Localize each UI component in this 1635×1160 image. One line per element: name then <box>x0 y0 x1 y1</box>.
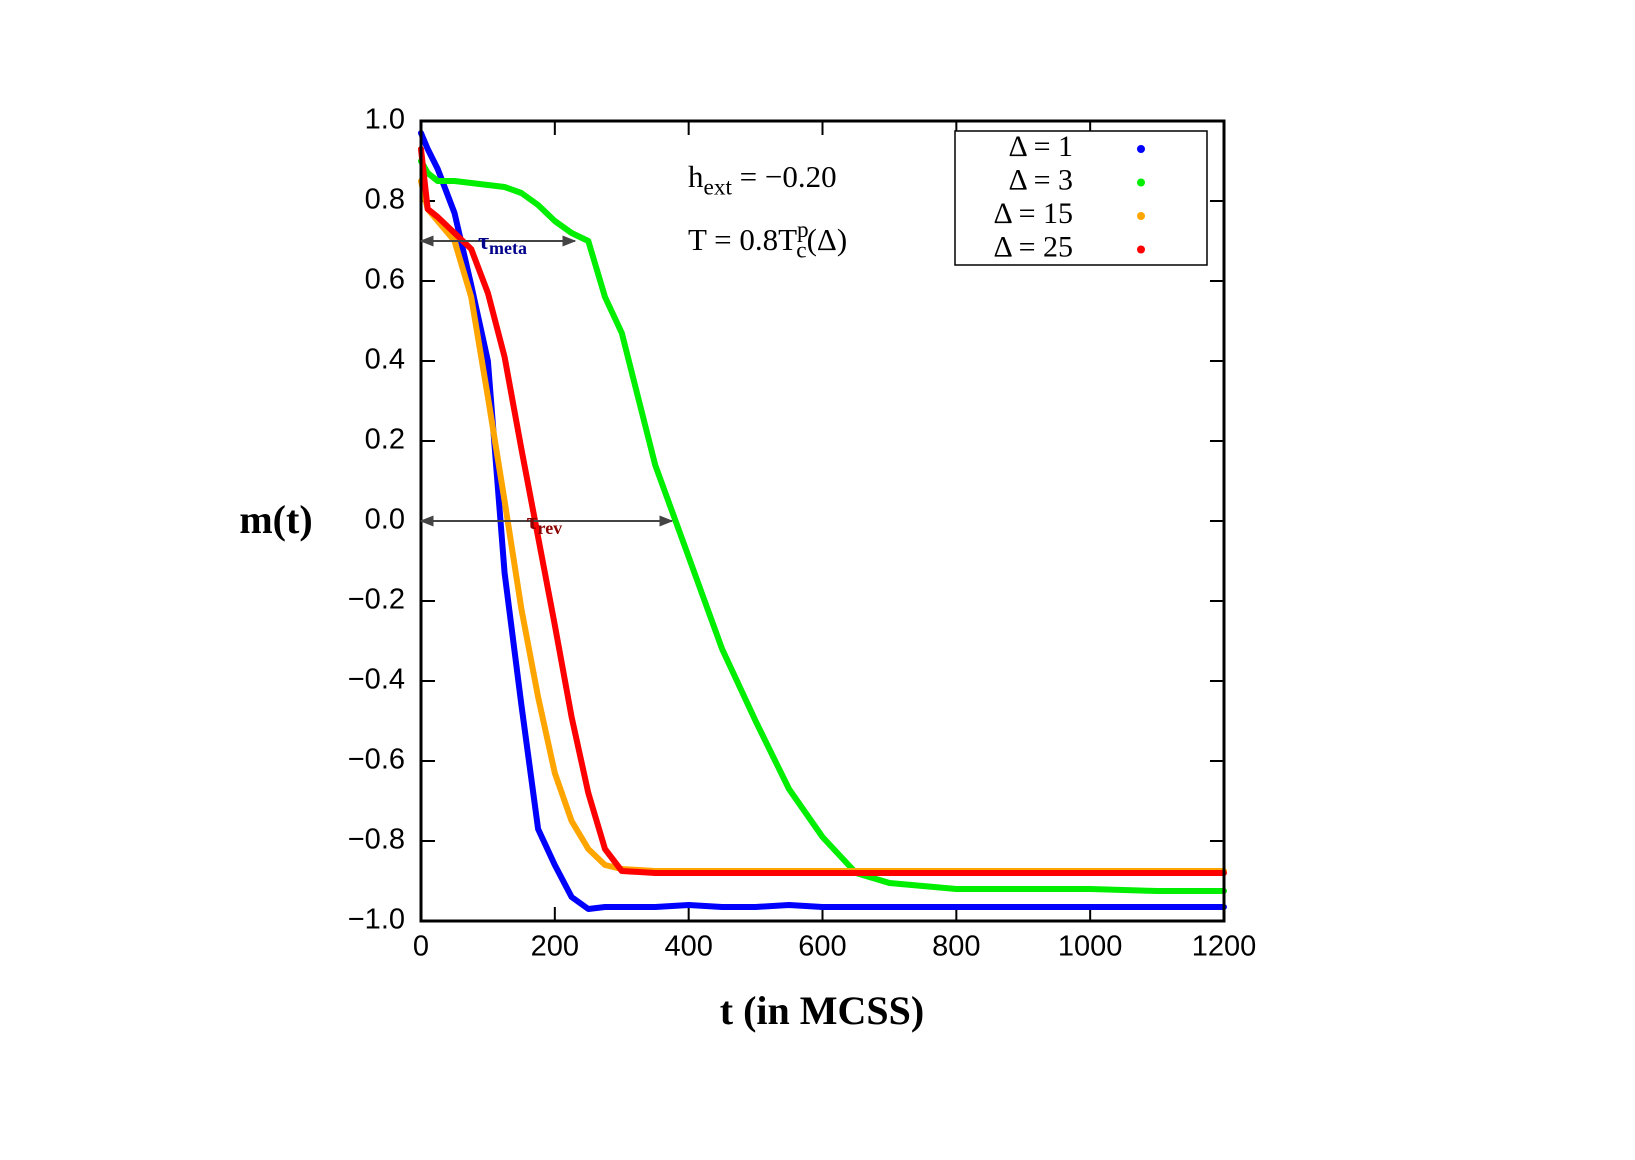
y-tick-label: −0.2 <box>348 584 405 616</box>
y-tick-label: 0.6 <box>365 264 405 296</box>
y-tick-label: −0.6 <box>348 744 405 776</box>
y-axis-label: m(t) <box>239 497 312 542</box>
annotation: hext = −0.20 <box>688 159 837 201</box>
x-tick-label: 0 <box>413 931 429 963</box>
text-part: rev <box>538 518 563 538</box>
text-part: p <box>797 217 809 243</box>
x-tick-label: 600 <box>798 931 846 963</box>
arrow-label: τmeta <box>478 229 527 259</box>
y-tick-label: −1.0 <box>348 904 405 936</box>
text-part: τ <box>478 229 489 255</box>
y-tick-label: 0.2 <box>365 424 405 456</box>
text-part: ext <box>704 175 733 201</box>
legend-label: Δ = 1 <box>1008 130 1073 163</box>
x-tick-label: 400 <box>664 931 712 963</box>
text-part: c <box>796 238 806 264</box>
legend-label: Δ = 15 <box>993 197 1073 230</box>
annotation: T = 0.8Tp c(Δ) <box>688 217 847 263</box>
text-part: T = 0.8T <box>688 222 797 257</box>
legend-label: Δ = 3 <box>1008 163 1073 196</box>
legend-marker <box>1137 245 1145 254</box>
text-part: τ <box>526 509 537 535</box>
text-part: h <box>688 159 704 194</box>
legend-label: Δ = 25 <box>993 230 1073 263</box>
y-tick-label: 0.8 <box>365 184 405 216</box>
x-axis-label: t (in MCSS) <box>720 988 924 1033</box>
text-part: = −0.20 <box>732 159 837 194</box>
y-tick-label: 0.0 <box>365 504 405 536</box>
arrow-label: τrev <box>526 509 562 539</box>
data-line <box>418 158 1227 894</box>
text-part: (Δ) <box>807 222 848 257</box>
y-tick-label: −0.4 <box>348 664 405 696</box>
y-tick-label: −0.8 <box>348 824 405 856</box>
legend-marker <box>1137 145 1145 153</box>
y-tick-label: 0.4 <box>365 344 405 376</box>
data-line <box>418 130 1227 912</box>
text-part: meta <box>489 238 527 258</box>
legend-marker <box>1137 212 1145 220</box>
x-tick-label: 1200 <box>1192 931 1257 963</box>
x-tick-label: 1000 <box>1058 931 1123 963</box>
x-tick-label: 800 <box>932 931 980 963</box>
legend-marker <box>1137 178 1145 187</box>
y-tick-label: 1.0 <box>365 104 405 136</box>
data-line <box>418 146 1227 876</box>
x-tick-label: 200 <box>531 931 579 963</box>
legend-box <box>954 130 1208 266</box>
